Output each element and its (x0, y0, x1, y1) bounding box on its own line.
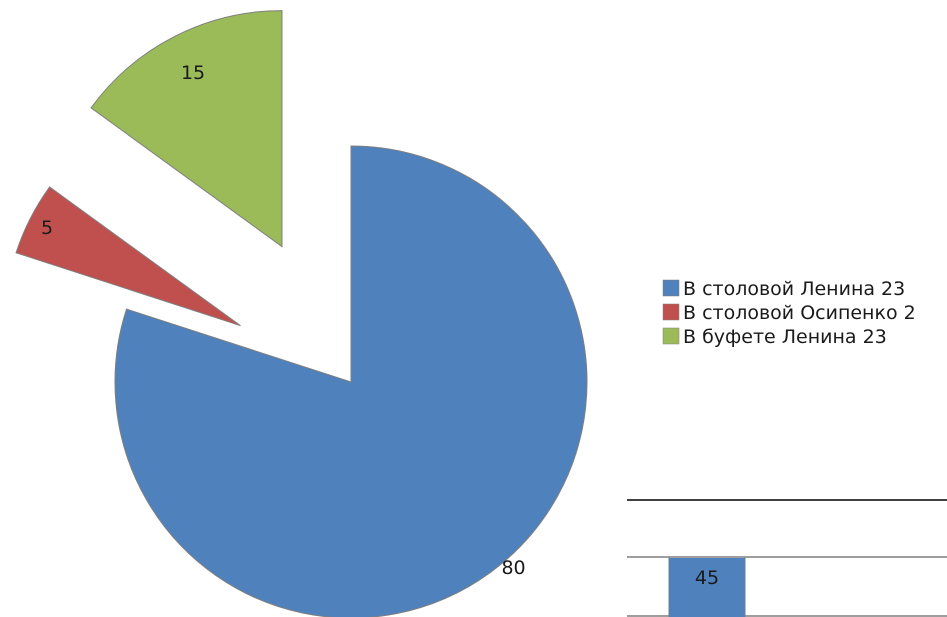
pie-slice-item-3 (90, 10, 283, 248)
legend-label-item-3: В буфете Ленина 23 (683, 326, 887, 348)
legend-swatch-item-2 (662, 303, 680, 321)
bar-1 (669, 558, 745, 617)
bar-label-1: 45 (695, 567, 719, 589)
pie-label-item-2: 5 (41, 217, 53, 239)
pie-chart (15, 10, 588, 617)
pie-slice-item-1 (114, 145, 588, 617)
legend-swatch-item-1 (662, 279, 680, 297)
legend-label-item-2: В столовой Осипенко 2 (683, 302, 916, 324)
legend-label-item-1: В столовой Ленина 23 (683, 278, 905, 300)
pie-slice-item-2 (15, 186, 241, 327)
legend-swatch-item-3 (662, 327, 680, 345)
bar-chart-fragment: 45 (627, 499, 947, 617)
legend: В столовой Ленина 23В столовой Осипенко … (662, 278, 916, 348)
pie-data-labels: 80 5 15 (41, 62, 526, 579)
pie-label-item-1: 80 (501, 557, 525, 579)
pie-label-item-3: 15 (181, 62, 205, 84)
